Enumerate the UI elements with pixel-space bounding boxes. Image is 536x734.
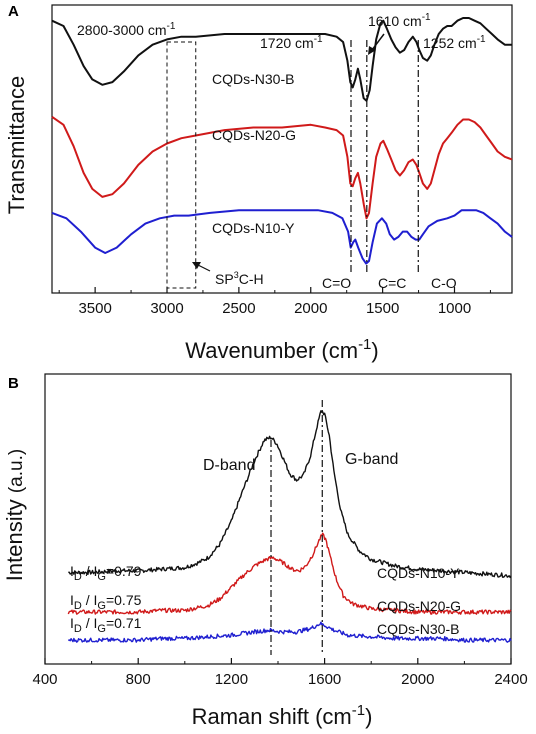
g-band-label: G-band	[345, 451, 398, 468]
label-cqds-n10-y: CQDs-N10-Y	[212, 220, 295, 236]
panel-a-x-ticks: 3500 3000 2500 2000 1500 1000	[58, 287, 491, 317]
ratio-label-n30: ID / IG=0.71	[70, 615, 142, 635]
ratio-label-n10: ID / IG=0.79	[70, 563, 142, 583]
panel-b-x-tick-label: 800	[126, 671, 151, 688]
label-b-cqds-n30-b: CQDs-N30-B	[377, 621, 459, 637]
panel-a-series-cqds-n10-y	[51, 17, 512, 102]
label-b-cqds-n20-g: CQDs-N20-G	[377, 598, 461, 614]
panel-b-series	[67, 410, 512, 643]
panel-a-series-cqds-n30-b	[51, 209, 513, 265]
panel-a-vertical-lines	[350, 40, 419, 272]
label-cqds-n20-g: CQDs-N20-G	[212, 127, 296, 143]
panel-a-series	[51, 17, 513, 265]
annotation-1252: 1252 cm-1	[423, 34, 486, 51]
panel-b-vertical-lines	[270, 400, 323, 655]
sp3-arrow	[197, 264, 211, 272]
panel-b-letter: B	[8, 375, 19, 392]
annotation-1610-arrowhead	[368, 46, 376, 55]
region-annotation: 2800-3000 cm-1	[77, 21, 176, 38]
panel-b-series-cqds-n10-y	[68, 410, 512, 579]
panel-a-y-axis-label: Transmittance	[4, 76, 29, 215]
panel-a-x-tick-label: 2500	[222, 300, 255, 317]
panel-a-x-axis-label: Wavenumber (cm-1)	[185, 336, 378, 363]
annotation-1610-arrow	[371, 33, 385, 51]
label-b-cqds-n10-y: CQDs-N10-Y	[377, 565, 460, 581]
panel-b-x-tick-label: 1200	[215, 671, 248, 688]
panel-a-x-tick-label: 3000	[150, 300, 183, 317]
bond-label-cc-double: C=C	[378, 275, 406, 291]
panel-b-x-tick-label: 2400	[494, 671, 527, 688]
ratio-label-n20: ID / IG=0.75	[70, 592, 142, 612]
panel-b-series-cqds-n30-b	[67, 621, 512, 643]
panel-a-series-cqds-n20-g	[51, 115, 513, 220]
panel-a-x-tick-label: 1500	[366, 300, 399, 317]
label-cqds-n30-b: CQDs-N30-B	[212, 71, 294, 87]
panel-b-series-cqds-n20-g	[67, 532, 512, 615]
panel-b-x-tick-label: 1600	[308, 671, 341, 688]
sp3-ch-annotation: SP3C-H	[215, 270, 264, 287]
panel-a-plot-frame	[51, 4, 513, 294]
panel-a-region-box	[166, 41, 197, 289]
panel-a-x-tick-label: 3500	[78, 300, 111, 317]
bond-label-co-double: C=O	[322, 275, 351, 291]
sp3-arrowhead	[192, 262, 201, 269]
panel-b-x-ticks: 400 800 1200 1600 2000 2400	[32, 658, 528, 688]
annotation-1720: 1720 cm-1	[260, 34, 323, 51]
d-band-label: D-band	[203, 457, 255, 474]
panel-b-x-tick-label: 400	[32, 671, 57, 688]
panel-b-y-axis-label: Intensity (a.u.)	[2, 449, 27, 581]
panel-b-x-axis-label: Raman shift (cm-1)	[192, 702, 373, 729]
panel-a-x-tick-label: 1000	[438, 300, 471, 317]
bond-label-co-single: C-O	[431, 275, 457, 291]
panel-a-letter: A	[8, 3, 19, 20]
panel-b-x-tick-label: 2000	[401, 671, 434, 688]
annotation-1610: 1610 cm-1	[368, 12, 431, 29]
panel-a-x-tick-label: 2000	[294, 300, 327, 317]
